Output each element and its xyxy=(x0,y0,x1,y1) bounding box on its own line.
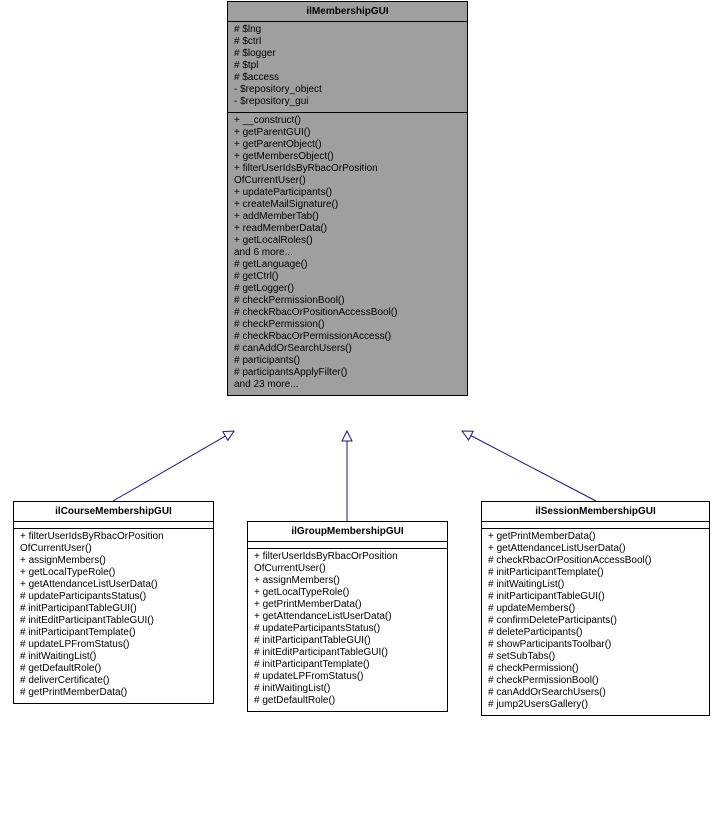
member-row: + createMailSignature() xyxy=(234,199,461,211)
class-attributes xyxy=(248,542,447,549)
member-row: # getPrintMemberData() xyxy=(20,687,207,699)
member-row: + getMembersObject() xyxy=(234,151,461,163)
member-row: # initParticipantTemplate() xyxy=(20,627,207,639)
member-row: # getLanguage() xyxy=(234,259,461,271)
member-row: # initWaitingList() xyxy=(488,579,703,591)
uml-class-ilcoursemembershipgui: ilCourseMembershipGUI + filterUserIdsByR… xyxy=(13,501,214,704)
member-row: # $access xyxy=(234,72,461,84)
class-attributes: # $lng# $ctrl# $logger# $tpl# $access- $… xyxy=(228,22,467,113)
member-row: - $repository_object xyxy=(234,84,461,96)
member-row: + getParentGUI() xyxy=(234,127,461,139)
class-title: ilMembershipGUI xyxy=(228,2,467,22)
class-title: ilCourseMembershipGUI xyxy=(14,502,213,522)
member-row: and 23 more... xyxy=(234,379,461,391)
member-row: # participants() xyxy=(234,355,461,367)
member-row: # updateLPFromStatus() xyxy=(20,639,207,651)
uml-class-ilgroupmembershipgui: ilGroupMembershipGUI + filterUserIdsByRb… xyxy=(247,521,448,712)
member-row: + filterUserIdsByRbacOrPosition xyxy=(254,551,441,563)
member-row: + readMemberData() xyxy=(234,223,461,235)
class-title: ilSessionMembershipGUI xyxy=(482,502,709,522)
member-row: # jump2UsersGallery() xyxy=(488,699,703,711)
member-row: # getCtrl() xyxy=(234,271,461,283)
member-row: # initParticipantTableGUI() xyxy=(488,591,703,603)
member-row: # deleteParticipants() xyxy=(488,627,703,639)
member-row: # showParticipantsToolbar() xyxy=(488,639,703,651)
member-row: + getAttendanceListUserData() xyxy=(488,543,703,555)
member-row: # getLogger() xyxy=(234,283,461,295)
member-row: # $logger xyxy=(234,48,461,60)
member-row: + assignMembers() xyxy=(254,575,441,587)
member-row: # $ctrl xyxy=(234,36,461,48)
class-methods: + getPrintMemberData()+ getAttendanceLis… xyxy=(482,529,709,715)
class-attributes xyxy=(14,522,213,529)
member-row: # updateMembers() xyxy=(488,603,703,615)
member-row: OfCurrentUser() xyxy=(234,175,461,187)
member-row: + assignMembers() xyxy=(20,555,207,567)
member-row: # $lng xyxy=(234,24,461,36)
class-methods: + filterUserIdsByRbacOrPositionOfCurrent… xyxy=(248,549,447,711)
member-row: + getAttendanceListUserData() xyxy=(254,611,441,623)
member-row: # updateParticipantsStatus() xyxy=(20,591,207,603)
member-row: # initParticipantTableGUI() xyxy=(254,635,441,647)
class-methods: + filterUserIdsByRbacOrPositionOfCurrent… xyxy=(14,529,213,703)
uml-class-ilmembershipgui: ilMembershipGUI # $lng# $ctrl# $logger# … xyxy=(227,1,468,396)
member-row: # canAddOrSearchUsers() xyxy=(234,343,461,355)
member-row: + getPrintMemberData() xyxy=(254,599,441,611)
member-row: + addMemberTab() xyxy=(234,211,461,223)
member-row: + getPrintMemberData() xyxy=(488,531,703,543)
member-row: # updateLPFromStatus() xyxy=(254,671,441,683)
member-row: # initParticipantTemplate() xyxy=(254,659,441,671)
member-row: # deliverCertificate() xyxy=(20,675,207,687)
member-row: # initWaitingList() xyxy=(254,683,441,695)
member-row: # initParticipantTableGUI() xyxy=(20,603,207,615)
member-row: + getAttendanceListUserData() xyxy=(20,579,207,591)
member-row: + filterUserIdsByRbacOrPosition xyxy=(234,163,461,175)
member-row: + getLocalTypeRole() xyxy=(20,567,207,579)
member-row: + updateParticipants() xyxy=(234,187,461,199)
member-row: # checkRbacOrPositionAccessBool() xyxy=(488,555,703,567)
member-row: # participantsApplyFilter() xyxy=(234,367,461,379)
member-row: # checkPermission() xyxy=(234,319,461,331)
member-row: + __construct() xyxy=(234,115,461,127)
member-row: + getParentObject() xyxy=(234,139,461,151)
member-row: # initEditParticipantTableGUI() xyxy=(254,647,441,659)
member-row: # initWaitingList() xyxy=(20,651,207,663)
member-row: # initParticipantTemplate() xyxy=(488,567,703,579)
member-row: and 6 more... xyxy=(234,247,461,259)
member-row: # canAddOrSearchUsers() xyxy=(488,687,703,699)
member-row: # confirmDeleteParticipants() xyxy=(488,615,703,627)
member-row: OfCurrentUser() xyxy=(20,543,207,555)
member-row: # getDefaultRole() xyxy=(20,663,207,675)
member-row: # checkRbacOrPermissionAccess() xyxy=(234,331,461,343)
member-row: # getDefaultRole() xyxy=(254,695,441,707)
member-row: + filterUserIdsByRbacOrPosition xyxy=(20,531,207,543)
member-row: # checkRbacOrPositionAccessBool() xyxy=(234,307,461,319)
member-row: # updateParticipantsStatus() xyxy=(254,623,441,635)
member-row: + getLocalRoles() xyxy=(234,235,461,247)
member-row: OfCurrentUser() xyxy=(254,563,441,575)
member-row: # setSubTabs() xyxy=(488,651,703,663)
uml-class-ilsessionmembershipgui: ilSessionMembershipGUI + getPrintMemberD… xyxy=(481,501,710,716)
member-row: # checkPermissionBool() xyxy=(488,675,703,687)
member-row: # checkPermission() xyxy=(488,663,703,675)
member-row: # initEditParticipantTableGUI() xyxy=(20,615,207,627)
class-methods: + __construct()+ getParentGUI()+ getPare… xyxy=(228,113,467,395)
member-row: - $repository_gui xyxy=(234,96,461,108)
member-row: # checkPermissionBool() xyxy=(234,295,461,307)
member-row: + getLocalTypeRole() xyxy=(254,587,441,599)
class-attributes xyxy=(482,522,709,529)
class-title: ilGroupMembershipGUI xyxy=(248,522,447,542)
member-row: # $tpl xyxy=(234,60,461,72)
